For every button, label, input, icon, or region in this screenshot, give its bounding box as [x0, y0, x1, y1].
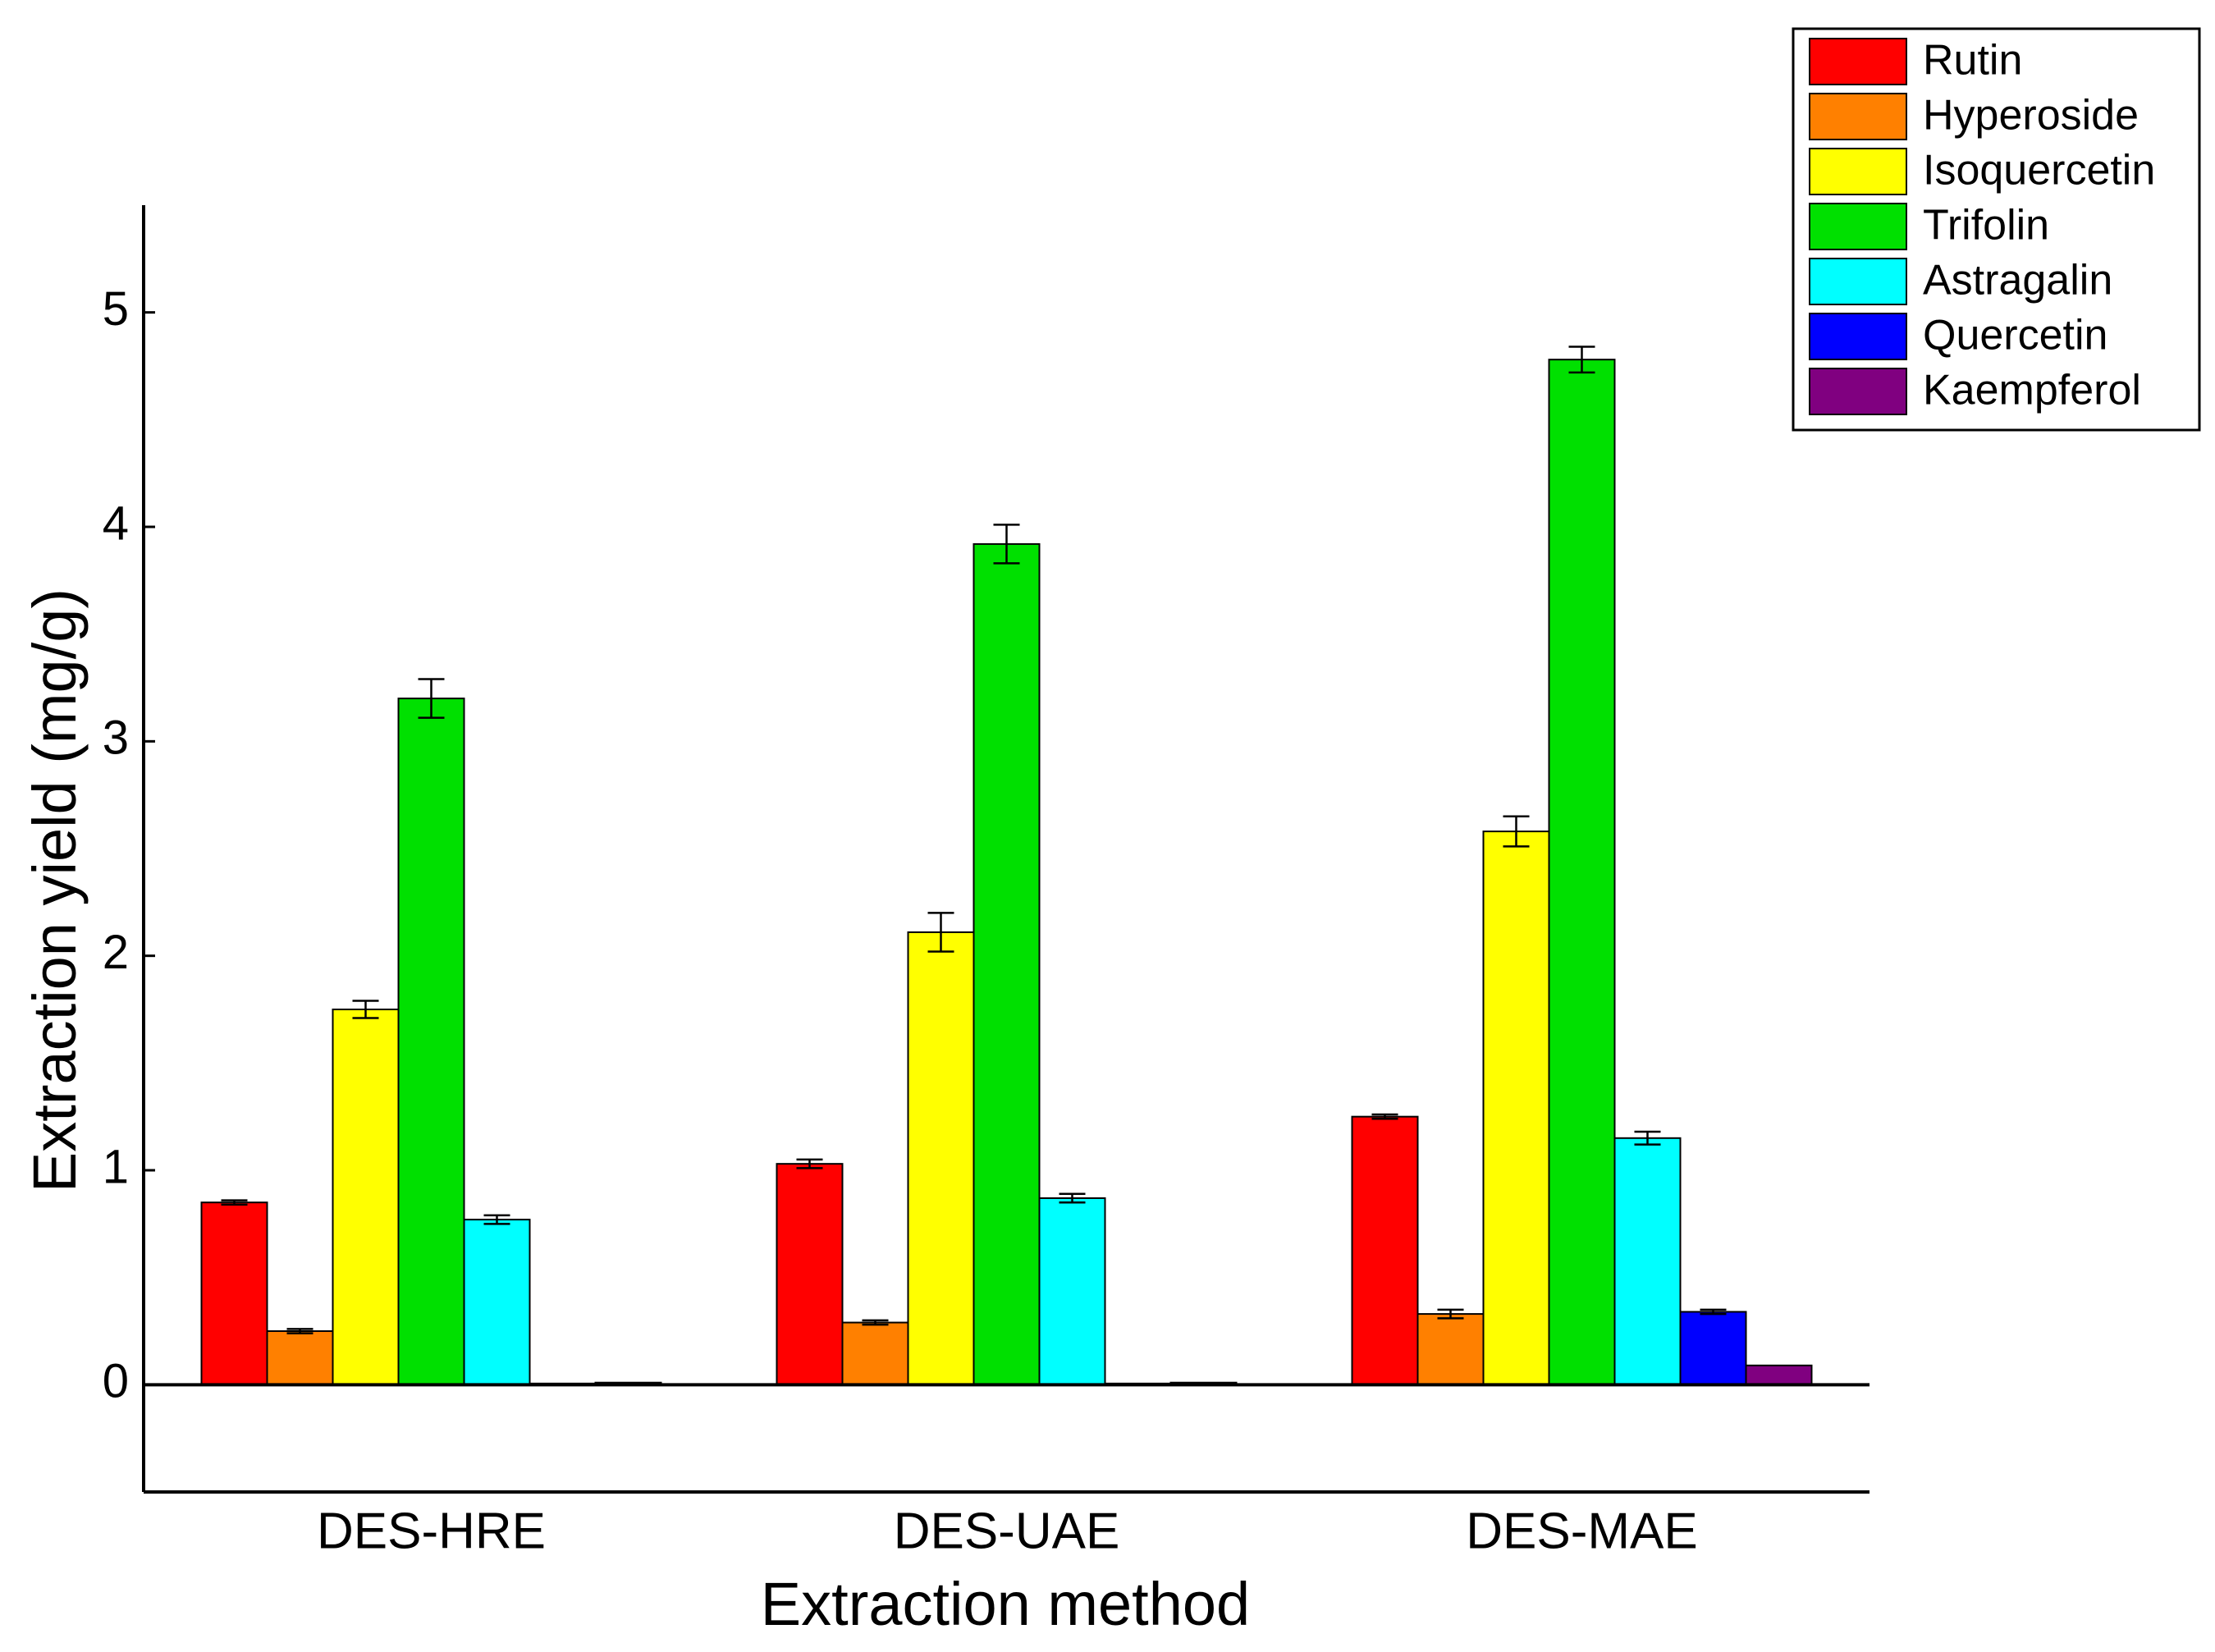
legend-swatch-kaempferol: [1809, 368, 1907, 415]
bar-isoquercetin-des-hre: [332, 1009, 400, 1386]
bar-hyperoside-des-uae: [841, 1321, 909, 1386]
legend-label-astragalin: Astragalin: [1923, 257, 2112, 304]
bar-trifolin-des-mae: [1548, 359, 1616, 1386]
legend-swatch-trifolin: [1809, 203, 1907, 250]
bar-kaempferol-des-mae: [1745, 1364, 1813, 1386]
y-tick-label-3: 3: [103, 712, 129, 765]
y-axis-title: Extraction yield (mg/g): [21, 588, 89, 1192]
bar-astragalin-des-uae: [1038, 1197, 1106, 1386]
bar-astragalin-des-mae: [1613, 1137, 1682, 1386]
x-tick-label-des-mae: DES-MAE: [1466, 1503, 1697, 1559]
bar-isoquercetin-des-mae: [1482, 831, 1550, 1386]
y-tick-label-1: 1: [103, 1140, 129, 1193]
legend-label-hyperoside: Hyperoside: [1923, 92, 2139, 140]
error-bars-layer: [221, 346, 1727, 1334]
x-axis-title: Extraction method: [761, 1570, 1250, 1638]
y-tick-label-4: 4: [103, 497, 129, 550]
x-tick-label-des-hre: DES-HRE: [317, 1503, 546, 1559]
y-tick-label-2: 2: [103, 926, 129, 979]
bar-rutin-des-mae: [1351, 1115, 1419, 1386]
bars-layer: [200, 359, 1813, 1386]
bar-hyperoside-des-mae: [1416, 1313, 1485, 1386]
legend-swatch-hyperoside: [1809, 93, 1907, 140]
y-tick-label-5: 5: [103, 282, 129, 336]
bar-astragalin-des-hre: [463, 1219, 531, 1386]
bar-quercetin-des-mae: [1679, 1311, 1747, 1386]
legend-label-rutin: Rutin: [1923, 37, 2022, 85]
legend-swatch-astragalin: [1809, 258, 1907, 305]
bar-hyperoside-des-hre: [266, 1330, 334, 1386]
bar-rutin-des-hre: [200, 1201, 268, 1386]
legend-swatch-isoquercetin: [1809, 148, 1907, 195]
legend-label-isoquercetin: Isoquercetin: [1923, 147, 2155, 194]
legend-swatch-quercetin: [1809, 313, 1907, 360]
bar-isoquercetin-des-uae: [907, 931, 975, 1386]
bar-trifolin-des-hre: [397, 698, 465, 1386]
legend-label-kaempferol: Kaempferol: [1923, 367, 2141, 414]
bar-rutin-des-uae: [776, 1163, 844, 1386]
x-tick-label-des-uae: DES-UAE: [894, 1503, 1120, 1559]
y-tick-label-0: 0: [103, 1355, 129, 1408]
legend: Rutin Hyperoside Isoquercetin Trifolin Astra…: [1792, 27, 2201, 432]
legend-label-trifolin: Trifolin: [1923, 202, 2049, 249]
bar-trifolin-des-uae: [972, 542, 1041, 1386]
legend-label-quercetin: Quercetin: [1923, 312, 2107, 359]
axes-layer: DES-HRE DES-UAE DES-MAE 0 1 2 3 4 5: [103, 205, 1869, 1559]
legend-swatch-rutin: [1809, 38, 1907, 85]
